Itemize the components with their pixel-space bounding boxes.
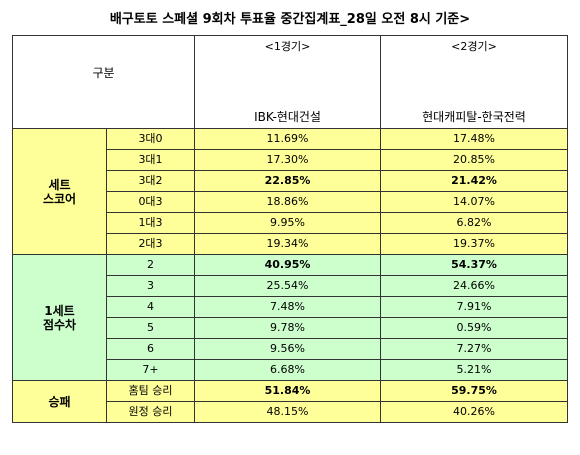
game2-match: 현대캐피탈-한국전력: [422, 110, 526, 124]
game1-value: 9.95%: [194, 212, 381, 234]
table-row: 3대1 17.30% 20.85%: [13, 149, 568, 171]
game2-value: 0.59%: [380, 317, 568, 339]
group-label-win-loss: 승패: [12, 380, 107, 423]
game1-value: 25.54%: [194, 275, 381, 297]
game1-number: <1경기>: [264, 40, 311, 53]
game2-value: 21.42%: [380, 170, 568, 192]
game1-value: 48.15%: [194, 401, 381, 423]
game1-value: 19.34%: [194, 233, 381, 255]
game1-match: IBK-현대건설: [254, 110, 321, 124]
table-row: 7+ 6.68% 5.21%: [13, 359, 568, 381]
game2-value: 7.27%: [380, 338, 568, 360]
game1-value: 9.78%: [194, 317, 381, 339]
game1-value: 7.48%: [194, 296, 381, 318]
game2-value: 54.37%: [380, 254, 568, 276]
option-label: 7+: [106, 359, 195, 381]
game2-value: 14.07%: [380, 191, 568, 213]
game2-value: 17.48%: [380, 128, 568, 150]
game2-value: 24.66%: [380, 275, 568, 297]
table-row: 1대3 9.95% 6.82%: [13, 212, 568, 234]
game2-header: <2경기> 현대캐피탈-한국전력: [380, 35, 568, 129]
page-title: 배구토토 스페셜 9회차 투표율 중간집계표_28일 오전 8시 기준>: [109, 12, 471, 27]
game2-value: 19.37%: [380, 233, 568, 255]
option-label: 3대1: [106, 149, 195, 171]
option-label: 3대2: [106, 170, 195, 192]
game2-value: 7.91%: [380, 296, 568, 318]
game1-value: 40.95%: [194, 254, 381, 276]
option-label: 5: [106, 317, 195, 339]
game1-value: 6.68%: [194, 359, 381, 381]
table-row: 세트 스코어 3대0 11.69% 17.48%: [12, 128, 568, 255]
option-label: 0대3: [106, 191, 195, 213]
option-label: 4: [106, 296, 195, 318]
table-row: 승패 홈팀 승리 51.84% 59.75%: [12, 380, 568, 423]
group-label-set-score: 세트 스코어: [12, 128, 107, 255]
vote-rate-table: 구분 <1경기> IBK-현대건설 <2경기> 현대캐피탈-한국전력 세트 스코…: [12, 35, 568, 423]
game1-value: 9.56%: [194, 338, 381, 360]
game1-value: 18.86%: [194, 191, 381, 213]
game2-value: 40.26%: [380, 401, 568, 423]
game2-number: <2경기>: [451, 40, 497, 53]
option-label: 원정 승리: [106, 401, 195, 423]
option-label: 3대0: [106, 128, 195, 150]
option-label: 1대3: [106, 212, 195, 234]
game1-value: 17.30%: [194, 149, 381, 171]
game1-value: 11.69%: [194, 128, 381, 150]
table-row: 3 25.54% 24.66%: [13, 275, 568, 297]
option-label: 2대3: [106, 233, 195, 255]
option-label: 3: [106, 275, 195, 297]
group-label-first-set-diff: 1세트 점수차: [12, 254, 107, 381]
game1-header: <1경기> IBK-현대건설: [194, 35, 381, 129]
game2-value: 6.82%: [380, 212, 568, 234]
game1-value: 22.85%: [194, 170, 381, 192]
option-label: 2: [106, 254, 195, 276]
game2-value: 59.75%: [380, 380, 568, 402]
category-header: 구분: [12, 35, 195, 129]
table-row: 6 9.56% 7.27%: [13, 338, 568, 360]
game2-value: 5.21%: [380, 359, 568, 381]
table-row: 2대3 19.34% 19.37%: [13, 233, 568, 255]
table-row: 3대2 22.85% 21.42%: [13, 170, 568, 192]
table-row: 1세트 점수차 2 40.95% 54.37%: [12, 254, 568, 381]
game2-value: 20.85%: [380, 149, 568, 171]
option-label: 홈팀 승리: [106, 380, 195, 402]
game1-value: 51.84%: [194, 380, 381, 402]
option-label: 6: [106, 338, 195, 360]
table-row: 4 7.48% 7.91%: [13, 296, 568, 318]
header-row: 구분 <1경기> IBK-현대건설 <2경기> 현대캐피탈-한국전력: [12, 35, 568, 129]
table-row: 원정 승리 48.15% 40.26%: [13, 401, 568, 423]
